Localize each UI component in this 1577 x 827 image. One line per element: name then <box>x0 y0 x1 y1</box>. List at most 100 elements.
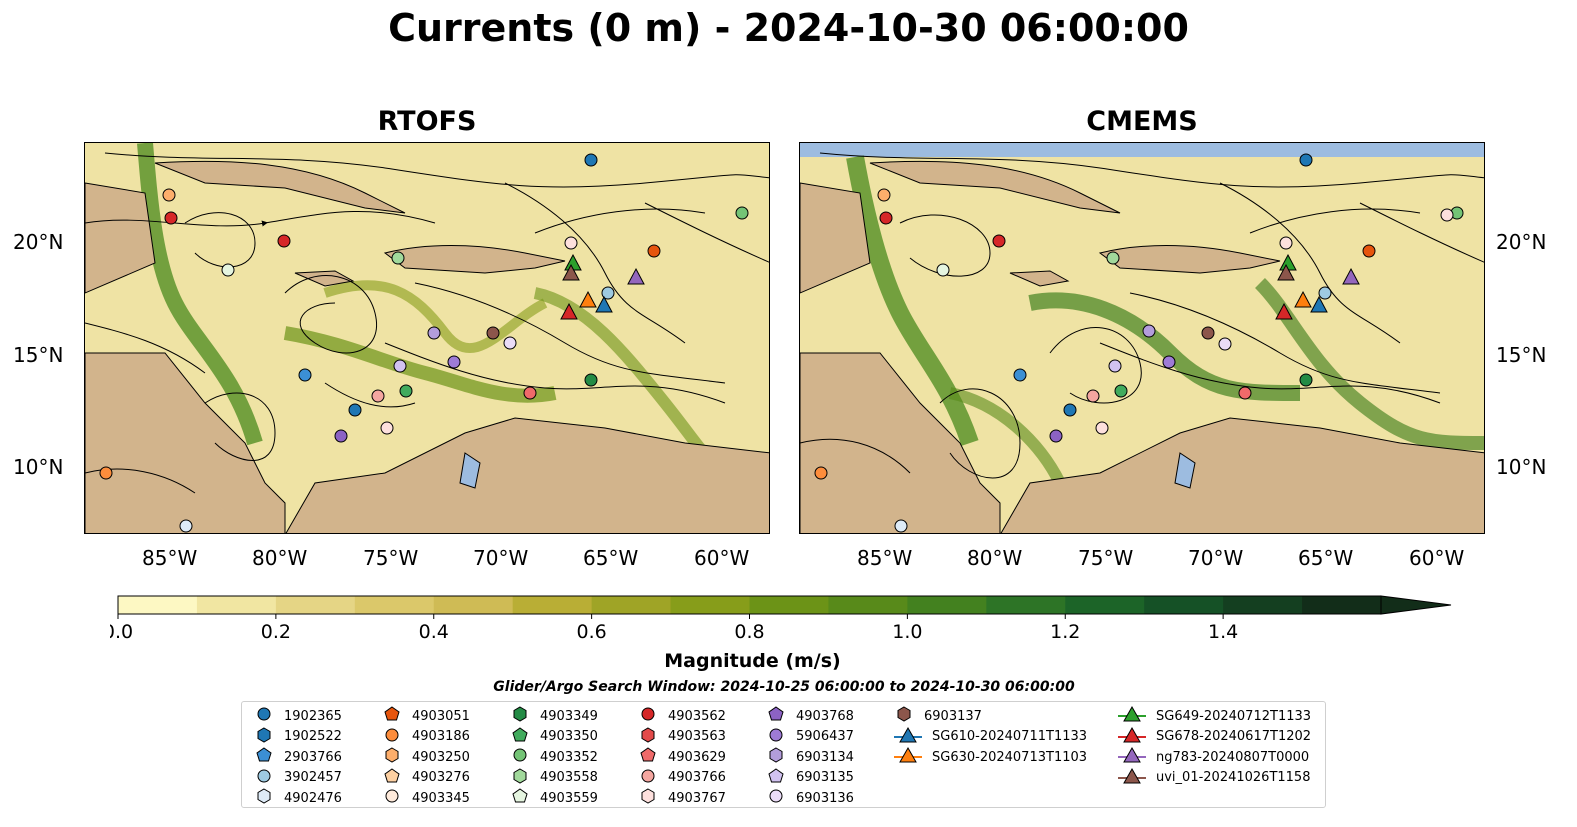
hexagon-marker-icon <box>510 766 530 790</box>
x-tick-rtofs-60w: 60°W <box>694 546 750 570</box>
colorbar-segment <box>670 596 750 614</box>
legend-item-label: 6903135 <box>796 770 854 785</box>
pentagon-marker-icon <box>382 766 402 790</box>
circle-marker-icon <box>382 786 402 810</box>
colorbar-segment <box>986 596 1066 614</box>
colorbar: 0.0 0.2 0.4 0.6 0.8 1.0 1.2 1.4 <box>110 595 1452 643</box>
legend-item: 4903562 <box>638 706 726 726</box>
pentagon-marker-icon <box>382 704 402 728</box>
legend-item-label: SG630-20240713T1103 <box>932 749 1088 765</box>
x-tick-rtofs-85w: 85°W <box>142 546 198 570</box>
colorbar-extend-arrow <box>1380 595 1452 615</box>
panel-title-rtofs: RTOFS <box>377 106 477 137</box>
colorbar-segment <box>749 596 829 614</box>
legend-item-label: 1902365 <box>284 708 342 724</box>
hexagon-marker-icon <box>382 745 402 769</box>
colorbar-tick-label: 1.4 <box>1208 621 1238 643</box>
x-tick-cmems-60w: 60°W <box>1409 546 1465 570</box>
hexagon-marker-icon <box>894 704 914 728</box>
colorbar-segment <box>118 596 198 614</box>
colorbar-segment <box>907 596 987 614</box>
colorbar-tick-label: 0.0 <box>110 621 133 643</box>
x-tick-rtofs-70w: 70°W <box>473 546 529 570</box>
legend-item: SG630-20240713T1103 <box>894 746 1088 767</box>
colorbar-segment <box>1144 596 1224 614</box>
y-tick-left-20n: 20°N <box>13 230 64 254</box>
circle-marker-icon <box>638 704 658 728</box>
triangle-marker-icon <box>1118 766 1146 790</box>
y-tick-right-15n: 15°N <box>1496 343 1547 367</box>
legend-item-label: uvi_01-20241026T1158 <box>1156 770 1311 785</box>
legend-item-label: 4903767 <box>668 790 726 806</box>
legend-item-label: 4903562 <box>668 708 726 724</box>
figure-title: Currents (0 m) - 2024-10-30 06:00:00 <box>388 6 1189 50</box>
legend-item: 4903768 <box>766 706 854 726</box>
pentagon-marker-icon <box>766 704 786 728</box>
legend-item-label: 6903134 <box>796 749 854 765</box>
legend-item: 6903134 <box>766 747 854 767</box>
colorbar-segment <box>591 596 672 614</box>
circle-marker-icon <box>254 766 274 790</box>
legend-item: SG678-20240617T1202 <box>1118 726 1311 747</box>
colorbar-segment <box>512 596 593 614</box>
legend-item: 4903767 <box>638 788 726 808</box>
colorbar-segment <box>1223 596 1303 614</box>
colorbar-segment <box>354 596 435 614</box>
legend: 1902365 1902522 2903766 3902457 4902476 49030… <box>241 701 1326 808</box>
circle-marker-icon <box>382 725 402 749</box>
hexagon-marker-icon <box>638 725 658 749</box>
legend-item: 4903629 <box>638 747 726 767</box>
legend-item: 1902365 <box>254 706 342 726</box>
legend-item-label: 4903768 <box>796 708 854 724</box>
colorbar-segment <box>1065 596 1145 614</box>
hexagon-marker-icon <box>766 745 786 769</box>
legend-item-label: 4903350 <box>540 729 598 744</box>
colorbar-tick-label: 0.4 <box>419 621 449 643</box>
legend-item: 4903559 <box>510 788 598 808</box>
pentagon-marker-icon <box>254 745 274 769</box>
x-tick-cmems-65w: 65°W <box>1298 546 1354 570</box>
legend-item: 4903352 <box>510 747 598 767</box>
triangle-marker-icon <box>1118 704 1146 728</box>
y-tick-right-20n: 20°N <box>1496 230 1547 254</box>
search-window-label: Glider/Argo Search Window: 2024-10-25 06… <box>493 679 1075 695</box>
x-tick-rtofs-80w: 80°W <box>252 546 308 570</box>
legend-item: SG610-20240711T1133 <box>894 726 1087 747</box>
map-cmems <box>799 142 1485 534</box>
x-tick-rtofs-75w: 75°W <box>363 546 419 570</box>
y-tick-left-15n: 15°N <box>13 343 64 367</box>
legend-item: 3902457 <box>254 768 342 788</box>
legend-item: 4903051 <box>382 706 470 726</box>
y-tick-left-10n: 10°N <box>13 455 64 479</box>
legend-item-label: 1902522 <box>284 729 342 744</box>
hexagon-marker-icon <box>254 786 274 810</box>
legend-item-label: 4903559 <box>540 790 598 806</box>
y-tick-right-10n: 10°N <box>1496 455 1547 479</box>
legend-item-label: 3902457 <box>284 770 342 785</box>
legend-item-label: 5906437 <box>796 729 854 744</box>
pentagon-marker-icon <box>638 745 658 769</box>
colorbar-segment <box>275 596 356 614</box>
legend-item-label: SG649-20240712T1133 <box>1156 708 1312 724</box>
colorbar-segment <box>1302 596 1382 614</box>
triangle-marker-icon <box>1118 745 1146 769</box>
legend-item: 4903186 <box>382 727 470 747</box>
legend-item-label: 4903629 <box>668 749 726 765</box>
pentagon-marker-icon <box>510 786 530 810</box>
pentagon-marker-icon <box>766 766 786 790</box>
x-tick-cmems-80w: 80°W <box>967 546 1023 570</box>
colorbar-segment <box>433 596 514 614</box>
legend-item-label: 4903051 <box>412 708 470 724</box>
x-tick-cmems-85w: 85°W <box>857 546 913 570</box>
legend-item-label: 6903137 <box>924 708 982 724</box>
legend-item: 5906437 <box>766 727 854 747</box>
legend-item-label: 2903766 <box>284 749 342 765</box>
colorbar-tick-label: 1.0 <box>892 621 922 643</box>
legend-item: 4903250 <box>382 747 470 767</box>
legend-item: 1902522 <box>254 726 342 747</box>
x-tick-cmems-70w: 70°W <box>1188 546 1244 570</box>
legend-item: 4903349 <box>510 706 598 726</box>
map-cmems-graphic <box>800 143 1484 533</box>
legend-item-label: 4903186 <box>412 729 470 744</box>
legend-item: uvi_01-20241026T1158 <box>1118 766 1311 790</box>
